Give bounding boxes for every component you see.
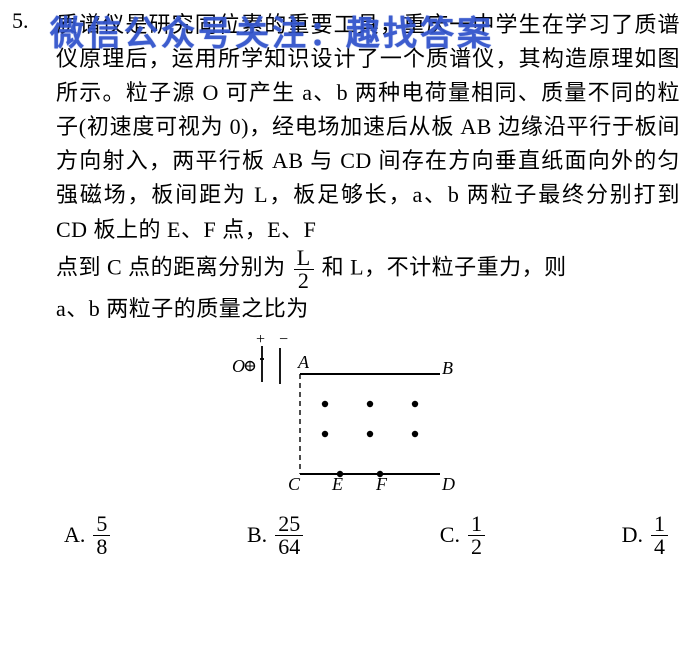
choice-C-fraction: 1 2 bbox=[468, 513, 485, 558]
choice-D-den: 4 bbox=[651, 536, 668, 558]
question-body: 质谱仪是研究同位素的重要工具，重庆一中学生在学习了质谱仪原理后，运用所学知识设计… bbox=[56, 8, 680, 326]
minus-label: − bbox=[278, 334, 289, 348]
fraction-num: L bbox=[294, 247, 314, 270]
B-label: B bbox=[442, 358, 453, 378]
choice-D-fraction: 1 4 bbox=[651, 513, 668, 558]
field-dot bbox=[412, 431, 418, 437]
question-number: 5. bbox=[12, 8, 29, 34]
choices-row: A. 5 8 B. 25 64 C. 1 2 D. 1 4 bbox=[64, 513, 670, 558]
choice-A[interactable]: A. 5 8 bbox=[64, 513, 112, 558]
choice-A-label: A. bbox=[64, 522, 85, 548]
choice-C[interactable]: C. 1 2 bbox=[440, 513, 487, 558]
choice-D-num: 1 bbox=[651, 513, 668, 536]
choice-B-label: B. bbox=[247, 522, 267, 548]
choice-C-num: 1 bbox=[468, 513, 485, 536]
field-dot bbox=[367, 431, 373, 437]
field-dot bbox=[367, 401, 373, 407]
mass-spectrometer-diagram: + − O A B C D bbox=[220, 334, 480, 494]
D-label: D bbox=[441, 474, 455, 494]
choice-A-fraction: 5 8 bbox=[93, 513, 110, 558]
E-label: E bbox=[331, 474, 343, 494]
choice-B[interactable]: B. 25 64 bbox=[247, 513, 305, 558]
fraction-den: 2 bbox=[294, 270, 314, 292]
choice-B-fraction: 25 64 bbox=[275, 513, 303, 558]
field-dot bbox=[412, 401, 418, 407]
O-label: O bbox=[232, 356, 245, 376]
body-paragraph-3: a、b 两粒子的质量之比为 bbox=[56, 296, 309, 321]
F-label: F bbox=[375, 474, 388, 494]
plus-label: + bbox=[255, 334, 266, 348]
choice-C-label: C. bbox=[440, 522, 460, 548]
page: 微信公众号关注：趣找答案 5. 质谱仪是研究同位素的重要工具，重庆一中学生在学习… bbox=[0, 0, 700, 656]
fraction-L-over-2: L 2 bbox=[294, 247, 314, 292]
diagram-wrap: + − O A B C D bbox=[20, 334, 680, 499]
body-paragraph-1: 质谱仪是研究同位素的重要工具，重庆一中学生在学习了质谱仪原理后，运用所学知识设计… bbox=[56, 12, 680, 242]
choice-C-den: 2 bbox=[468, 536, 485, 558]
choice-B-num: 25 bbox=[275, 513, 303, 536]
A-label: A bbox=[297, 352, 310, 372]
field-dot bbox=[322, 431, 328, 437]
choice-D-label: D. bbox=[622, 522, 643, 548]
field-dot bbox=[322, 401, 328, 407]
choice-B-den: 64 bbox=[275, 536, 303, 558]
choice-A-num: 5 bbox=[93, 513, 110, 536]
body-paragraph-2-mid: 和 L，不计粒子重力，则 bbox=[322, 254, 567, 279]
choice-D[interactable]: D. 1 4 bbox=[622, 513, 670, 558]
C-label: C bbox=[288, 474, 301, 494]
body-paragraph-2-pre: 点到 C 点的距离分别为 bbox=[56, 254, 286, 279]
choice-A-den: 8 bbox=[93, 536, 110, 558]
